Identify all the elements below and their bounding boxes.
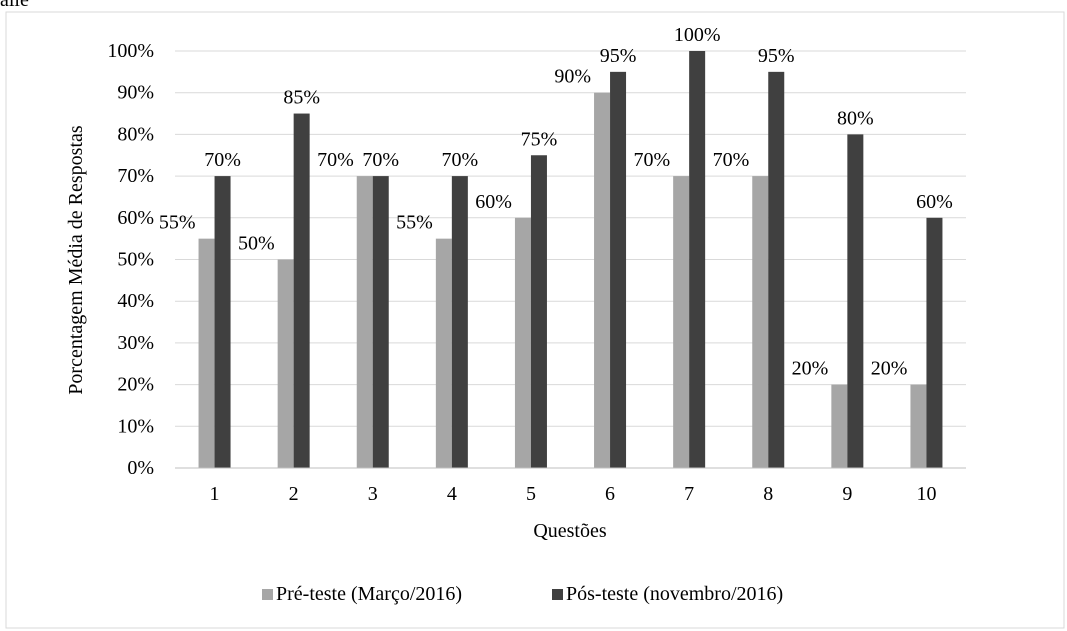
y-tick-label: 70%: [117, 165, 154, 187]
bar-pre-q10: [910, 384, 927, 468]
y-tick-label: 50%: [117, 249, 154, 271]
data-labels: 55% 70% 50% 85% 70% 70% 55% 70% 60% 75% 90% 95% 70% 1…: [159, 24, 953, 380]
bar-post-q2: [293, 113, 310, 469]
bar-post-q6: [610, 71, 627, 468]
legend-swatch-post: [552, 589, 563, 600]
data-label-pre-q1: 55%: [159, 212, 196, 234]
x-tick-label: 5: [526, 483, 536, 505]
x-axis-label: Questões: [533, 520, 607, 542]
bar-post-q7: [689, 51, 706, 468]
data-label-post-q1: 70%: [204, 149, 241, 171]
data-label-pre-q8: 70%: [713, 149, 750, 171]
x-tick-label: 3: [368, 483, 378, 505]
data-label-pre-q6: 90%: [554, 66, 591, 88]
legend-label-post: Pós-teste (novembro/2016): [566, 583, 783, 605]
bar-pre-q6: [594, 92, 611, 468]
data-label-post-q9: 80%: [837, 107, 874, 129]
bar-pre-q2: [277, 259, 294, 468]
header-fragment: aile: [0, 0, 29, 11]
bar-pre-q4: [435, 238, 452, 468]
bar-pre-q1: [198, 238, 215, 468]
bar-post-q5: [530, 155, 547, 468]
y-tick-label: 40%: [117, 290, 154, 312]
bar-post-q1: [214, 176, 231, 468]
y-tick-label: 10%: [117, 415, 154, 437]
bar-pre-q8: [752, 176, 769, 468]
y-tick-label: 60%: [117, 207, 154, 229]
x-tick-label: 10: [916, 483, 936, 505]
data-label-post-q7: 100%: [674, 24, 721, 46]
y-tick-label: 90%: [117, 82, 154, 104]
bar-post-q8: [768, 71, 785, 468]
legend: Pré-teste (Março/2016) Pós-teste (novemb…: [262, 583, 783, 605]
data-label-pre-q5: 60%: [475, 191, 512, 213]
data-label-post-q4: 70%: [442, 149, 479, 171]
bar-post-q9: [847, 134, 864, 468]
y-tick-label: 100%: [107, 40, 154, 62]
y-tick-label: 0%: [127, 457, 154, 479]
data-label-pre-q7: 70%: [633, 149, 670, 171]
y-axis-ticks: 0% 10% 20% 30% 40% 50% 60% 70% 80% 90% 100%: [107, 40, 154, 479]
y-axis-label: Porcentagem Média de Respostas: [65, 125, 87, 395]
x-tick-label: 7: [684, 483, 694, 505]
data-label-post-q2: 85%: [283, 87, 320, 109]
data-label-pre-q10: 20%: [871, 358, 908, 380]
x-tick-label: 8: [763, 483, 773, 505]
x-tick-label: 4: [447, 483, 457, 505]
x-tick-label: 1: [210, 483, 220, 505]
data-label-pre-q2: 50%: [238, 233, 275, 255]
bar-pre-q3: [356, 176, 373, 468]
data-label-pre-q9: 20%: [792, 358, 829, 380]
data-label-post-q3: 70%: [362, 149, 399, 171]
data-label-post-q5: 75%: [521, 128, 558, 150]
bar-post-q4: [451, 176, 468, 468]
chart-border: [5, 11, 1065, 629]
x-tick-label: 2: [289, 483, 299, 505]
legend-label-pre: Pré-teste (Março/2016): [276, 583, 462, 605]
gridlines: [175, 50, 966, 427]
bar-post-q3: [372, 176, 389, 468]
data-label-post-q8: 95%: [758, 45, 795, 67]
x-axis-ticks: 1 2 3 4 5 6 7 8 9 10: [210, 483, 937, 505]
bar-pre-q9: [831, 384, 848, 468]
y-tick-label: 80%: [117, 123, 154, 145]
data-label-post-q10: 60%: [916, 191, 953, 213]
bars: [198, 51, 943, 469]
bar-post-q10: [926, 217, 943, 468]
data-label-post-q6: 95%: [600, 45, 637, 67]
bar-pre-q7: [673, 176, 690, 468]
legend-swatch-pre: [262, 589, 273, 600]
bar-pre-q5: [514, 217, 531, 468]
data-label-pre-q4: 55%: [396, 212, 433, 234]
x-tick-label: 6: [605, 483, 615, 505]
x-tick-label: 9: [842, 483, 852, 505]
y-tick-label: 30%: [117, 332, 154, 354]
y-tick-label: 20%: [117, 374, 154, 396]
data-label-pre-q3: 70%: [317, 149, 354, 171]
